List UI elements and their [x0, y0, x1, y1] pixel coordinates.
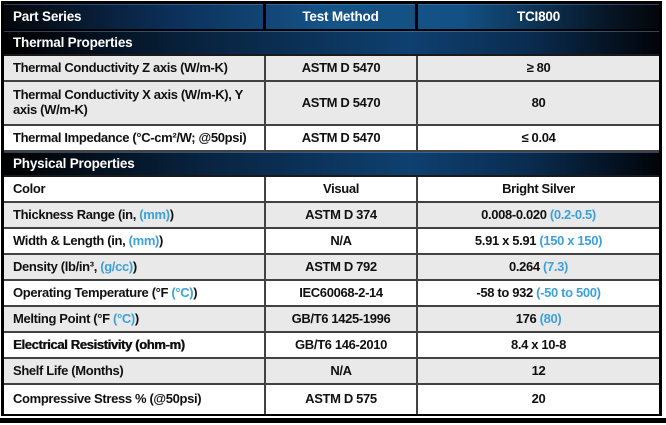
table-row: Density (lb/in³, (g/cc)) ASTM D 792 0.26… [4, 255, 659, 281]
property-label-cell: Thickness Range (in, (mm)) [4, 203, 266, 227]
value-cell: 12 [418, 359, 659, 383]
property-label-cell: Operating Temperature (°F (°C)) [4, 281, 266, 305]
test-method-cell: Visual [266, 177, 418, 201]
table-row: Shelf Life (Months) N/A 12 [4, 359, 659, 385]
value-text: 80 [531, 94, 546, 110]
value-text: ≥ 80 [526, 59, 551, 75]
label-text: Width & Length (in, [13, 232, 129, 248]
column-header-test-method: Test Method [266, 4, 418, 29]
table-row: Electrical Resistivity (ohm-m) GB/T6 146… [4, 333, 659, 359]
value-text: ≤ 0.04 [521, 129, 556, 145]
property-label-cell: Electrical Resistivity (ohm-m) [4, 333, 266, 357]
label-metric-text: (°C) [113, 310, 135, 326]
table-row: Thermal Conductivity X axis (W/m-K), Y a… [4, 82, 659, 126]
test-method-cell: GB/T6 1425-1996 [266, 307, 418, 331]
table-row: Thermal Impedance (°C-cm²/W; @50psi) AST… [4, 126, 659, 152]
test-method-cell: IEC60068-2-14 [266, 281, 418, 305]
value-cell: Bright Silver [418, 177, 659, 201]
label-text: Melting Point (°F [13, 310, 113, 326]
label-text: ) [159, 232, 164, 248]
value-text: -58 to 932 [476, 284, 537, 300]
value-cell: 80 [418, 82, 659, 124]
table-row: Width & Length (in, (mm)) N/A 5.91 x 5.9… [4, 229, 659, 255]
value-cell: -58 to 932 (-50 to 500) [418, 281, 659, 305]
table-row: Melting Point (°F (°C)) GB/T6 1425-1996 … [4, 307, 659, 333]
table-row: Thermal Conductivity Z axis (W/m-K) ASTM… [4, 56, 659, 82]
table-row: Operating Temperature (°F (°C)) IEC60068… [4, 281, 659, 307]
property-label-cell: Thermal Conductivity Z axis (W/m-K) [4, 56, 266, 80]
section-title: Physical Properties [13, 156, 135, 171]
label-metric-text: (°C) [171, 284, 194, 300]
value-text: 176 [515, 310, 540, 326]
value-cell: 8.4 x 10-8 [418, 333, 659, 357]
label-text: Thermal Impedance (°C-cm²/W; @50psi) [13, 129, 247, 145]
bottom-rule [0, 418, 666, 423]
value-cell: 20 [418, 385, 659, 414]
property-label-cell: Thermal Conductivity X axis (W/m-K), Y a… [4, 82, 266, 124]
property-label-cell: Thermal Impedance (°C-cm²/W; @50psi) [4, 126, 266, 150]
value-cell: 0.264 (7.3) [418, 255, 659, 279]
value-text: 20 [531, 391, 546, 407]
label-text: ) [193, 284, 198, 300]
label-text: Density (lb/in³, [13, 258, 101, 274]
properties-table: Part Series Test Method TCI800 Thermal P… [1, 1, 662, 416]
test-method-cell: N/A [266, 229, 418, 253]
property-label-cell: Width & Length (in, (mm)) [4, 229, 266, 253]
column-header-part-series: Part Series [4, 4, 266, 29]
value-cell: 0.008-0.020 (0.2-0.5) [418, 203, 659, 227]
value-metric-text: (80) [539, 310, 562, 326]
value-text: Bright Silver [502, 180, 575, 196]
value-metric-text: (-50 to 500) [536, 284, 601, 300]
label-text: ) [134, 310, 139, 326]
label-text: Compressive Stress % (@50psi) [13, 391, 202, 407]
label-text: ) [132, 258, 137, 274]
label-text: Thermal Conductivity Z axis (W/m-K) [13, 59, 228, 75]
test-method-cell: ASTM D 792 [266, 255, 418, 279]
label-text: ) [169, 206, 174, 222]
value-text: 0.008-0.020 [481, 206, 550, 222]
test-method-cell: N/A [266, 359, 418, 383]
label-metric-text: (g/cc) [100, 258, 133, 274]
table-row: Thickness Range (in, (mm)) ASTM D 374 0.… [4, 203, 659, 229]
value-metric-text: (0.2-0.5) [549, 206, 596, 222]
label-text: Thickness Range (in, [13, 206, 140, 222]
value-cell: 5.91 x 5.91 (150 x 150) [418, 229, 659, 253]
section-title: Thermal Properties [13, 35, 133, 50]
value-cell: ≥ 80 [418, 56, 659, 80]
label-text: Operating Temperature (°F [13, 284, 172, 300]
value-text: 0.264 [508, 258, 544, 274]
label-text: Electrical Resistivity (ohm-m) [13, 336, 185, 352]
label-metric-text: (mm) [139, 206, 170, 222]
property-label-cell: Compressive Stress % (@50psi) [4, 385, 266, 414]
value-cell: ≤ 0.04 [418, 126, 659, 150]
test-method-cell: ASTM D 5470 [266, 126, 418, 150]
property-label-cell: Melting Point (°F (°C)) [4, 307, 266, 331]
table-header-row: Part Series Test Method TCI800 [4, 4, 659, 31]
test-method-cell: ASTM D 374 [266, 203, 418, 227]
value-metric-text: (150 x 150) [539, 232, 603, 248]
value-cell: 176 (80) [418, 307, 659, 331]
test-method-cell: ASTM D 575 [266, 385, 418, 414]
value-text: 5.91 x 5.91 [474, 232, 540, 248]
property-label-cell: Shelf Life (Months) [4, 359, 266, 383]
test-method-cell: ASTM D 5470 [266, 82, 418, 124]
value-text: 12 [531, 362, 546, 378]
label-text: Color [13, 180, 46, 196]
label-text: Shelf Life (Months) [13, 362, 124, 378]
section-header-thermal-properties: Thermal Properties [4, 31, 659, 56]
property-label-cell: Color [4, 177, 266, 201]
column-header-tci800: TCI800 [516, 9, 561, 24]
value-text: 8.4 x 10-8 [510, 336, 567, 352]
property-label-cell: Density (lb/in³, (g/cc)) [4, 255, 266, 279]
table-row: Compressive Stress % (@50psi) ASTM D 575… [4, 385, 659, 414]
test-method-cell: GB/T6 146-2010 [266, 333, 418, 357]
test-method-cell: ASTM D 5470 [266, 56, 418, 80]
label-text: Thermal Conductivity X axis (W/m-K), Y a… [13, 87, 246, 117]
section-header-physical-properties: Physical Properties [4, 152, 659, 177]
table-row: Color Visual Bright Silver [4, 177, 659, 203]
value-metric-text: (7.3) [543, 258, 569, 274]
label-metric-text: (mm) [128, 232, 160, 248]
